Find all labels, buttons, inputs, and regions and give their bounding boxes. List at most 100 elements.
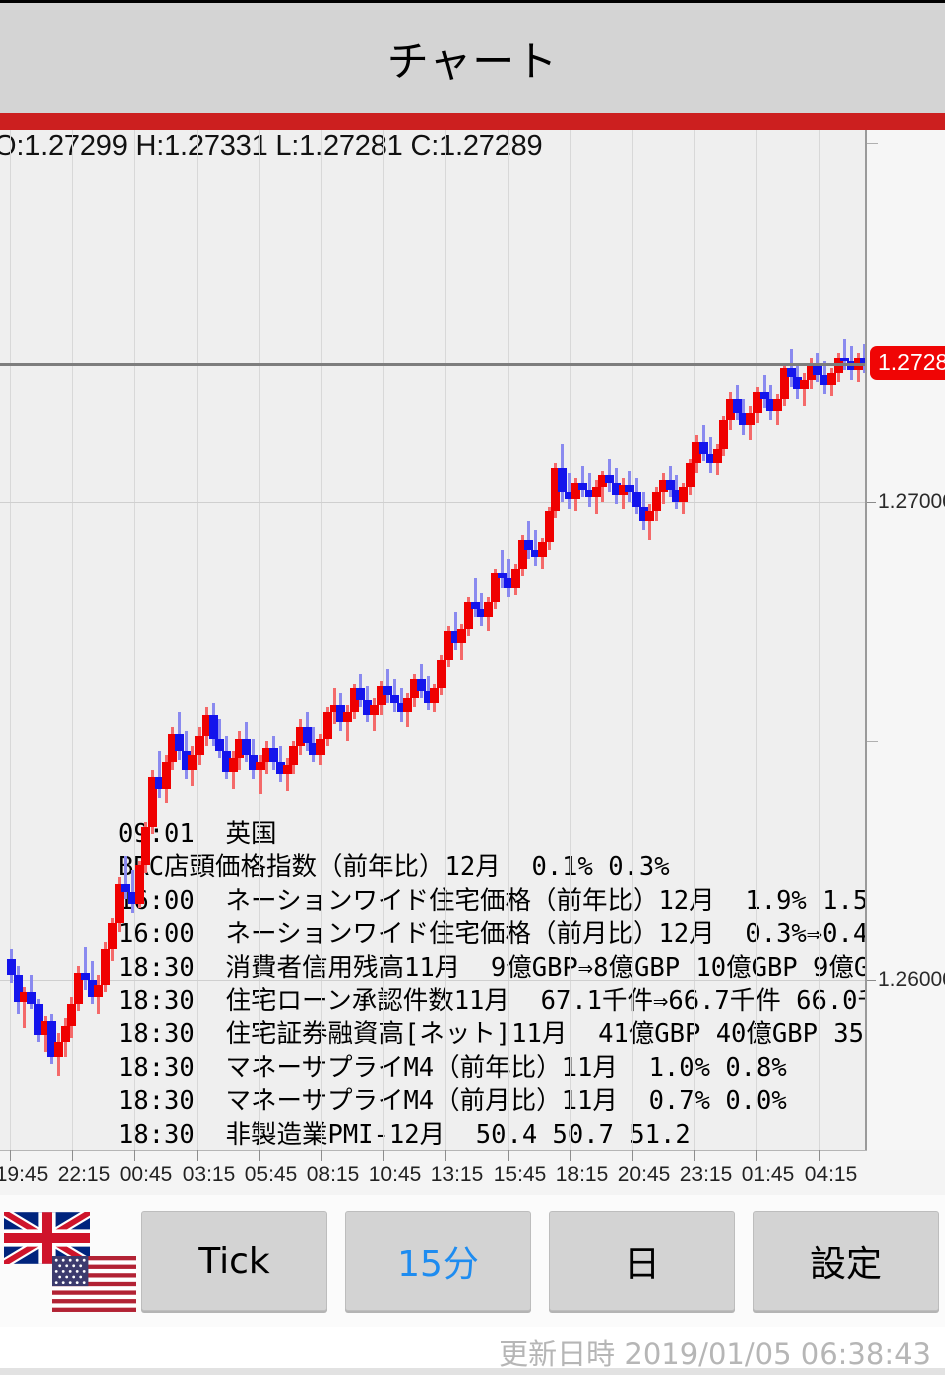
candle-body [477, 609, 487, 617]
candle-body [201, 714, 211, 737]
candle-body [712, 449, 722, 464]
candle-body [578, 482, 588, 490]
candle-body [148, 776, 158, 828]
candle-wick [124, 855, 128, 899]
candle-body [497, 573, 507, 579]
candle-body [672, 489, 682, 502]
candle-body [726, 398, 736, 421]
chart-gridline-horizontal [0, 980, 865, 981]
chart-gridline-vertical [756, 130, 757, 1150]
candle-body [410, 678, 420, 698]
time-axis-tick [72, 1150, 73, 1161]
timeframe-button-tick[interactable]: Tick [141, 1211, 327, 1311]
uk-flag-icon [4, 1212, 90, 1264]
price-axis-label: 1.26000 [878, 968, 945, 991]
candle-body [222, 750, 232, 773]
candle-body [228, 757, 238, 773]
candle-body [67, 1004, 77, 1026]
candle-body [450, 630, 460, 643]
candlestick-plot[interactable]: O:1.27299 H:1.27331 L:1.27281 C:1.27289 … [0, 130, 867, 1150]
candle-body [739, 413, 749, 426]
candle-body [403, 697, 413, 713]
chart-gridline-vertical [259, 130, 260, 1150]
candle-wick [83, 946, 87, 990]
candle-body [504, 578, 514, 588]
candle-body [343, 712, 352, 722]
time-axis-label: 08:15 [306, 1163, 360, 1186]
candle-body [80, 972, 90, 981]
timeframe-button-日[interactable]: 日 [549, 1211, 735, 1311]
news-line: 18:30 マネーサプライM4（前月比）11月 0.7% 0.0% [118, 1086, 787, 1117]
candle-body [584, 489, 594, 497]
candle-body [154, 776, 164, 789]
candle-wick [453, 611, 457, 651]
price-axis-label: 1.27000 [878, 490, 945, 513]
chart-gridline-horizontal [0, 502, 865, 503]
time-axis-tick [134, 1150, 135, 1161]
chart-panel[interactable]: O:1.27299 H:1.27331 L:1.27281 C:1.27289 … [0, 130, 945, 1195]
candle-body [363, 700, 373, 715]
candle-body [430, 688, 440, 703]
timeframe-button-15分[interactable]: 15分 [345, 1211, 531, 1311]
candle-body [766, 398, 776, 411]
candle-body [390, 695, 400, 703]
candle-body [793, 377, 803, 390]
us-flag-icon [52, 1256, 136, 1312]
candle-body [13, 975, 23, 1002]
news-line: 16:00 ネーションワイド住宅価格（前月比）12月 0.3%⇒0.4% 0.1… [118, 919, 867, 950]
page-title: チャート [386, 36, 559, 86]
candle-body [242, 738, 252, 756]
candle-body [531, 549, 541, 557]
time-axis-label: 13:15 [430, 1163, 484, 1186]
candle-body [60, 1025, 70, 1043]
candle-body [27, 992, 37, 1005]
candle-body [618, 484, 628, 495]
candle-wick [789, 348, 793, 387]
candle-body [786, 367, 796, 378]
current-price-tag: 1.27289 [870, 346, 945, 380]
time-axis-tick [259, 1150, 260, 1161]
time-axis-label: 20:45 [617, 1163, 671, 1186]
time-axis-label: 19:45 [0, 1163, 49, 1186]
candle-wick [386, 669, 390, 703]
candle-body [376, 685, 386, 706]
candle-wick [258, 755, 262, 794]
candle-body [605, 475, 615, 483]
candle-body [652, 492, 662, 512]
news-line: 18:30 住宅ローン承認件数11月 67.1千件⇒66.7千件 66.0千件 … [118, 986, 865, 1017]
candle-wick [23, 987, 27, 1028]
chart-gridline-vertical [197, 130, 198, 1150]
candle-body [295, 726, 305, 746]
candle-body [564, 492, 574, 500]
candle-body [470, 602, 480, 610]
time-axis-label: 10:45 [368, 1163, 422, 1186]
candle-body [625, 484, 635, 493]
candle-body [262, 748, 272, 763]
candle-wick [567, 473, 571, 509]
candle-body [752, 391, 762, 414]
candle-body [134, 865, 144, 904]
candle-wick [473, 578, 477, 617]
price-axis: 1.27000 1.26000 1.27289 [867, 130, 945, 1150]
time-axis-label: 00:45 [119, 1163, 173, 1186]
time-axis-label: 18:15 [555, 1163, 609, 1186]
candle-body [107, 922, 117, 950]
news-line: BRC店頭価格指数（前年比）12月 0.1% 0.3% [118, 852, 670, 883]
candle-body [383, 685, 393, 696]
candle-wick [527, 520, 531, 560]
candle-body [302, 726, 312, 744]
candle-body [269, 748, 279, 763]
candle-body [598, 475, 608, 488]
currency-pair-flags[interactable] [4, 1212, 136, 1312]
candle-body [235, 738, 245, 758]
candle-wick [594, 480, 598, 514]
candle-body [289, 745, 299, 765]
timeframe-button-settings[interactable]: 設定 [753, 1211, 939, 1311]
candle-body [484, 602, 494, 617]
candle-body [94, 984, 104, 997]
candle-body [719, 420, 729, 450]
news-line: 09:01 英国 [118, 819, 277, 849]
candle-body [537, 542, 547, 557]
bottom-toolbar: Tick 15分日設定 [0, 1195, 945, 1327]
candle-body [141, 827, 151, 866]
